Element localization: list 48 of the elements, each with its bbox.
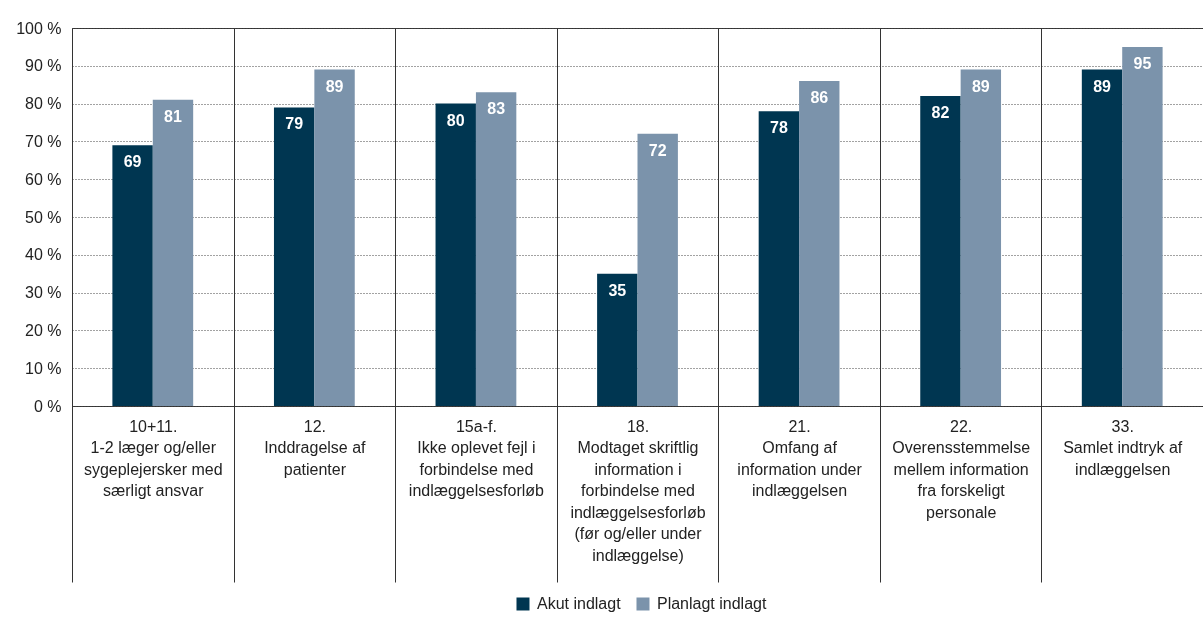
bar (314, 69, 355, 406)
y-tick-label: 30 % (25, 284, 62, 302)
x-tick-label: 12. Inddragelse af patienter (264, 417, 367, 478)
y-tick-label: 60 % (25, 170, 62, 188)
x-tick-label: 10+11. 1-2 læger og/eller sygeplejersker med særligt ansvar (83, 417, 223, 499)
legend-label: Planlagt indlagt (656, 595, 767, 612)
bar (1081, 69, 1123, 406)
data-label: 69 (123, 153, 142, 171)
x-tick-label: 15a-f. Ikke oplevet fejl i forbindelse med indlæggelsesforløb (408, 417, 545, 499)
data-label: 72 (648, 141, 667, 159)
data-label: 79 (285, 115, 304, 133)
y-tick-label: 90 % (25, 57, 62, 75)
x-tick-label: 33. Samlet indtryk af indlæggelsen (1063, 417, 1183, 478)
y-tick-label: 100 % (16, 19, 62, 37)
bar (920, 96, 961, 406)
bar (435, 103, 476, 406)
bar (637, 133, 678, 406)
data-label: 89 (325, 77, 344, 95)
data-label: 80 (446, 111, 465, 129)
x-tick-label: 22. Overensstemmelse mellem information fra forskeligt personale (892, 417, 1031, 521)
bar (758, 111, 800, 406)
legend-label: Akut indlagt (536, 595, 622, 612)
data-label: 83 (487, 100, 506, 118)
bar (1122, 46, 1163, 406)
x-tick-label: 21. Omfang af information under indlæggelsen (737, 417, 863, 499)
bar (960, 69, 1002, 406)
data-label: 86 (810, 88, 829, 106)
x-tick-label: 18. Modtaget skriftlig information i forbindelse med indlæggelsesforløb (før og/eller under indlæggelse) (570, 417, 706, 564)
bar (112, 145, 153, 406)
data-label: 81 (164, 107, 182, 125)
bar (273, 107, 315, 406)
y-tick-label: 80 % (25, 95, 62, 113)
y-tick-label: 10 % (25, 359, 62, 377)
data-label: 89 (1093, 77, 1112, 95)
data-label: 89 (971, 77, 990, 95)
bar (597, 273, 638, 406)
bar (475, 92, 517, 406)
bar (799, 80, 840, 406)
y-tick-label: 70 % (25, 132, 62, 150)
y-tick-label: 0 % (33, 397, 62, 415)
data-label: 78 (769, 119, 788, 137)
y-tick-label: 50 % (25, 208, 62, 226)
y-tick-label: 40 % (25, 246, 62, 264)
data-label: 95 (1133, 54, 1152, 72)
data-label: 35 (608, 281, 627, 299)
data-label: 82 (931, 104, 950, 122)
bar (152, 99, 194, 406)
y-tick-label: 20 % (25, 321, 62, 339)
